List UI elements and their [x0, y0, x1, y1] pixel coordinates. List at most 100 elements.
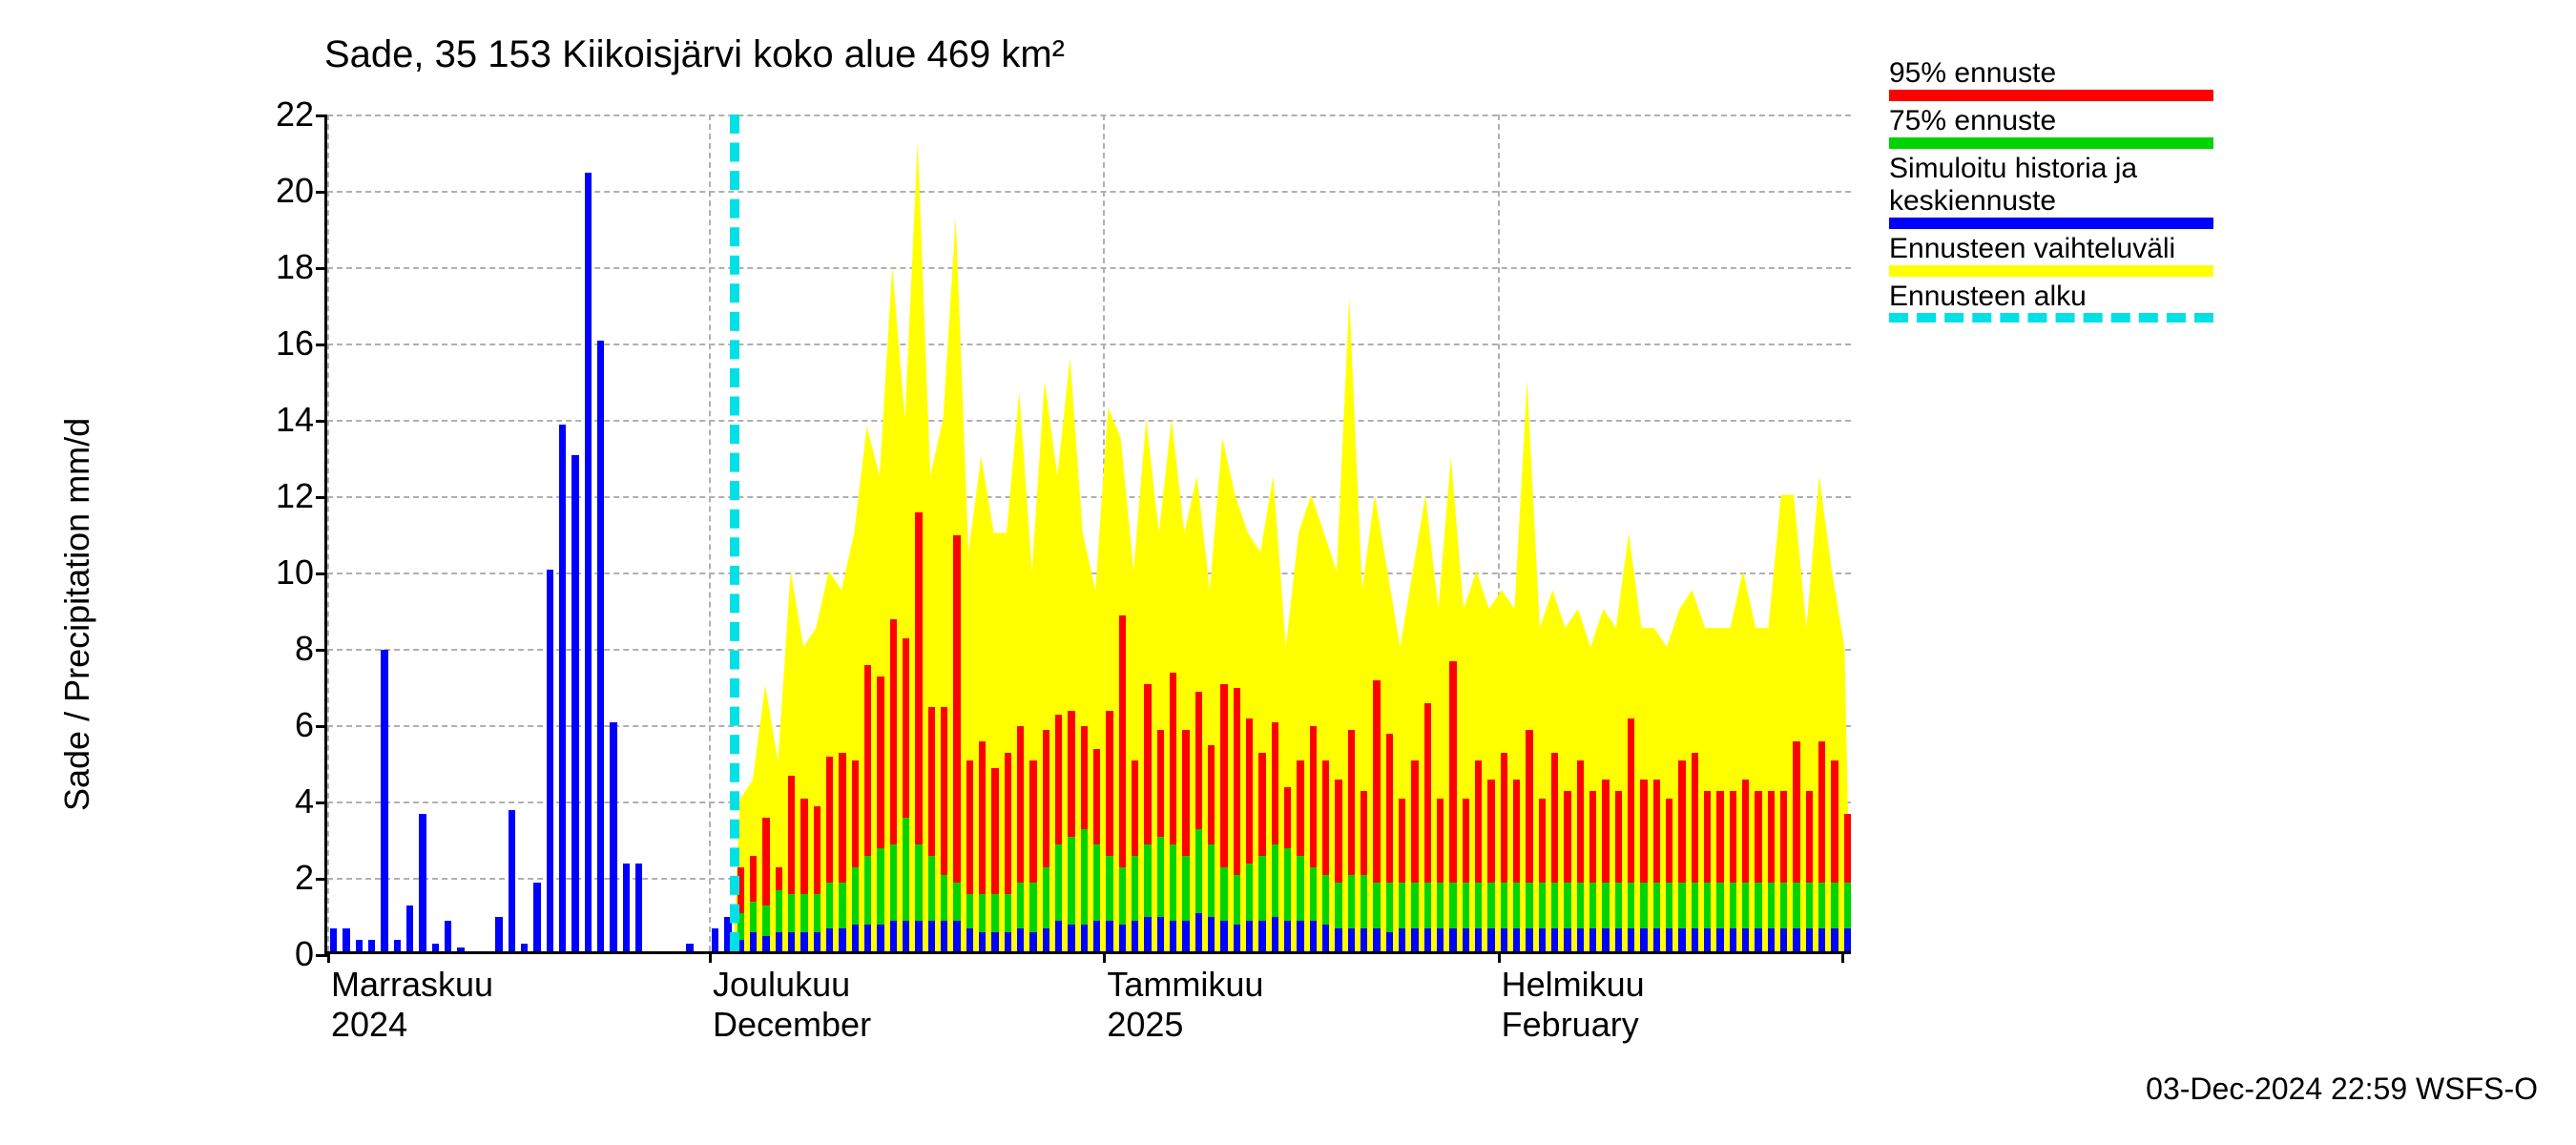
bar-median — [1449, 928, 1456, 951]
bar-median — [1182, 921, 1189, 951]
x-month-label: Marraskuu 2024 — [331, 965, 493, 1045]
bar-observed — [547, 570, 553, 951]
bar-median — [800, 932, 807, 951]
legend-item: 95% ennuste — [1889, 57, 2213, 101]
bar-median — [1653, 928, 1660, 951]
bar-observed — [610, 722, 616, 951]
y-tick-mark — [316, 572, 327, 575]
bar-median — [1093, 921, 1100, 951]
y-tick-label: 8 — [295, 629, 314, 669]
bar-median — [903, 921, 909, 951]
bar-observed — [712, 928, 718, 951]
bar-median — [1475, 928, 1482, 951]
bar-observed — [559, 425, 566, 951]
bar-median — [1526, 928, 1532, 951]
chart-title: Sade, 35 153 Kiikoisjärvi koko alue 469 … — [324, 33, 1065, 76]
bar-median — [1780, 928, 1787, 951]
x-tick-mark — [1841, 951, 1844, 963]
bar-median — [814, 932, 821, 951]
bar-median — [1258, 921, 1265, 951]
y-tick-mark — [316, 954, 327, 957]
bar-observed — [585, 173, 592, 951]
grid-line-h — [327, 420, 1851, 422]
forecast-range-area — [327, 114, 1851, 951]
bar-median — [1730, 928, 1736, 951]
bar-median — [839, 928, 845, 951]
bar-median — [1055, 921, 1062, 951]
legend: 95% ennuste 75% ennuste Simuloitu historia… — [1889, 57, 2213, 326]
x-tick-mark — [1498, 951, 1501, 963]
grid-line-v — [327, 114, 329, 951]
bar-median — [1373, 928, 1380, 951]
grid-line-h — [327, 191, 1851, 193]
bar-median — [991, 932, 998, 951]
bar-median — [1793, 928, 1799, 951]
bar-observed — [368, 940, 375, 951]
bar-median — [1564, 928, 1570, 951]
bar-observed — [571, 455, 578, 951]
bar-median — [1806, 928, 1813, 951]
bar-median — [1513, 928, 1520, 951]
grid-line-h — [327, 572, 1851, 574]
footer-timestamp: 03-Dec-2024 22:59 WSFS-O — [2146, 1072, 2538, 1107]
y-tick-label: 20 — [276, 171, 314, 211]
bar-median — [1029, 932, 1036, 951]
bar-observed — [509, 810, 515, 951]
legend-item: Simuloitu historia ja keskiennuste — [1889, 153, 2213, 229]
bar-median — [941, 921, 947, 951]
y-tick-mark — [316, 649, 327, 652]
bar-median — [1170, 921, 1176, 951]
y-tick-label: 14 — [276, 400, 314, 440]
grid-line-v — [1103, 114, 1105, 951]
bar-median — [890, 921, 897, 951]
bar-median — [1602, 928, 1609, 951]
y-tick-mark — [316, 496, 327, 499]
legend-swatch — [1889, 265, 2213, 277]
bar-median — [1348, 928, 1355, 951]
bar-median — [1615, 928, 1622, 951]
grid-line-h — [327, 267, 1851, 269]
legend-swatch — [1889, 313, 2213, 323]
y-tick-label: 18 — [276, 247, 314, 287]
bar-median — [1157, 917, 1164, 951]
y-tick-mark — [316, 725, 327, 728]
y-tick-mark — [316, 114, 327, 117]
bar-median — [1844, 928, 1851, 951]
legend-item: Ennusteen vaihteluväli — [1889, 233, 2213, 277]
bar-observed — [495, 917, 502, 951]
x-month-label: Joulukuu December — [713, 965, 871, 1045]
x-tick-mark — [327, 951, 330, 963]
bar-observed — [343, 928, 349, 951]
bar-median — [1144, 917, 1151, 951]
legend-label: 75% ennuste — [1889, 105, 2213, 137]
bar-median — [762, 936, 769, 951]
bar-median — [1208, 917, 1215, 951]
bar-median — [852, 925, 859, 951]
y-tick-mark — [316, 344, 327, 346]
bar-median — [1628, 928, 1634, 951]
bar-median — [1818, 928, 1825, 951]
bar-median — [953, 921, 960, 951]
legend-label: Ennusteen vaihteluväli — [1889, 233, 2213, 265]
forecast-start-line — [730, 114, 739, 951]
bar-observed — [432, 944, 439, 951]
legend-swatch — [1889, 218, 2213, 229]
bar-observed — [394, 940, 401, 951]
bar-observed — [381, 650, 387, 951]
bar-median — [1081, 925, 1088, 951]
grid-line-h — [327, 496, 1851, 498]
bar-median — [1119, 925, 1126, 951]
bar-median — [1234, 925, 1240, 951]
bar-median — [1539, 928, 1546, 951]
bar-observed — [419, 814, 426, 951]
legend-swatch — [1889, 90, 2213, 101]
bar-median — [1551, 928, 1558, 951]
bar-median — [1310, 921, 1317, 951]
bar-median — [1246, 921, 1253, 951]
bar-median — [1411, 928, 1418, 951]
bar-observed — [597, 341, 604, 951]
bar-observed — [623, 864, 630, 951]
bar-median — [1678, 928, 1685, 951]
bar-median — [1220, 921, 1227, 951]
y-tick-label: 12 — [276, 476, 314, 516]
